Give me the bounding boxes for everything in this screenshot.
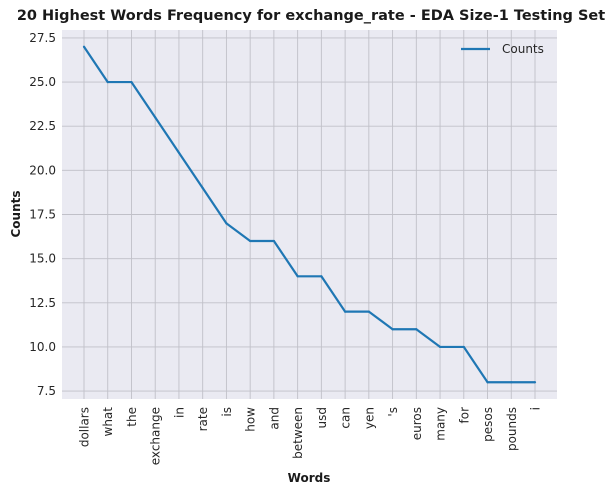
y-tick-label: 27.5 (29, 31, 56, 45)
y-tick-label: 12.5 (29, 296, 56, 310)
y-tick-label: 15.0 (29, 252, 56, 266)
y-tick-label: 22.5 (29, 119, 56, 133)
data-point (296, 275, 299, 278)
data-point (82, 45, 86, 48)
x-tick-label: and (267, 407, 281, 430)
x-tick-label: pounds (505, 407, 519, 451)
data-point (249, 239, 252, 243)
y-tick-label: 25.0 (29, 75, 56, 89)
x-axis-label: Words (288, 471, 331, 485)
x-tick-label: how (244, 407, 258, 432)
data-point (510, 381, 513, 384)
legend: Counts (461, 42, 544, 56)
data-point (415, 328, 418, 331)
y-tick-label: 17.5 (29, 208, 56, 222)
x-tick-label: pesos (481, 407, 495, 442)
data-point (391, 328, 394, 331)
data-point (154, 116, 157, 119)
x-tick-label: can (339, 407, 353, 429)
data-point (462, 345, 465, 349)
data-point (320, 275, 323, 278)
y-gridlines (62, 37, 557, 392)
data-point (201, 186, 204, 190)
x-tick-label: many (434, 407, 448, 441)
chart-title: 20 Highest Words Frequency for exchange_… (17, 8, 605, 24)
x-tick-label: euros (410, 407, 424, 440)
x-tick-label: 's (386, 407, 400, 417)
x-tick-label: usd (315, 407, 329, 428)
x-tick-label: dollars (78, 407, 92, 447)
data-point (225, 222, 228, 225)
y-tick-label: 7.5 (37, 384, 56, 398)
x-tick-label: is (220, 407, 234, 417)
x-tick-label: between (291, 407, 305, 459)
y-tick-labels: 7.5 10.0 12.5 15.0 17.5 20.0 22.5 25.0 27.5 (29, 31, 56, 398)
legend-label-counts: Counts (502, 42, 544, 56)
y-axis-label: Counts (9, 190, 23, 237)
data-point (177, 151, 181, 154)
data-point (130, 80, 133, 84)
y-tick-label: 20.0 (29, 163, 56, 177)
x-tick-label: what (101, 407, 115, 437)
x-tick-label: for (457, 407, 471, 424)
y-tick-label: 10.0 (29, 340, 56, 354)
data-point (438, 345, 442, 349)
x-tick-labels: dollars what the exchange in rate is how and betw… (78, 407, 543, 466)
x-tick-label: i (529, 407, 543, 410)
data-point (344, 310, 347, 313)
data-point (533, 381, 537, 384)
x-tick-label: exchange (149, 407, 163, 465)
x-tick-label: in (172, 407, 186, 418)
x-tick-label: yen (362, 407, 376, 429)
x-tick-label: the (125, 407, 139, 427)
data-point (272, 239, 275, 243)
data-point (106, 80, 109, 84)
data-point (367, 310, 370, 313)
series-line-counts (83, 46, 535, 384)
x-tick-label: rate (196, 407, 210, 431)
data-point (486, 381, 489, 384)
data-points (82, 45, 537, 384)
